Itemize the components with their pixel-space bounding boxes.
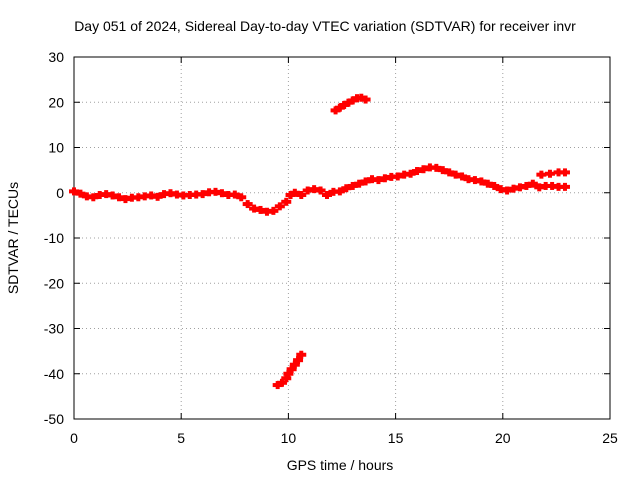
y-tick-label: -20: [44, 275, 64, 291]
data-point: [559, 182, 570, 191]
y-axis-label: SDTVAR / TECUs: [5, 182, 21, 294]
y-tick-label: 10: [48, 140, 64, 156]
data-point: [457, 172, 468, 181]
y-tick-label: 0: [56, 185, 64, 201]
y-tick-label: -30: [44, 321, 64, 337]
data-point: [229, 190, 240, 199]
data-point: [360, 95, 371, 104]
grid: [74, 57, 610, 419]
data-point: [405, 169, 416, 178]
y-tick-label: -40: [44, 366, 64, 382]
data-point: [88, 193, 99, 202]
data-point: [559, 168, 570, 177]
x-tick-label: 15: [388, 430, 404, 446]
y-tick-label: -10: [44, 230, 64, 246]
data-point: [341, 184, 352, 193]
data-point: [75, 189, 86, 198]
x-axis-label: GPS time / hours: [287, 457, 394, 473]
data-point: [431, 163, 442, 172]
data-point: [296, 191, 307, 200]
data-point: [334, 187, 345, 196]
data-series: [69, 93, 570, 390]
data-point: [347, 181, 358, 190]
data-point: [527, 179, 538, 188]
data-point: [437, 166, 448, 175]
y-tick-label: 30: [48, 49, 64, 65]
data-point: [444, 168, 455, 177]
data-point: [242, 200, 253, 209]
data-point: [482, 179, 493, 188]
data-point: [354, 179, 365, 188]
data-point: [289, 188, 300, 197]
data-point: [296, 350, 307, 359]
y-tick-label: -50: [44, 411, 64, 427]
data-point: [69, 187, 79, 196]
data-point: [281, 197, 292, 206]
axes: 0 5 10 15 20 25 -50 -40 -30 -20 -10 0 10 20 30: [44, 49, 618, 446]
x-tick-label: 25: [602, 430, 618, 446]
y-tick-label: 20: [48, 94, 64, 110]
data-point: [544, 169, 555, 178]
data-point: [536, 170, 547, 179]
data-point: [268, 206, 279, 215]
data-point: [274, 202, 285, 211]
x-tick-label: 5: [177, 430, 185, 446]
x-tick-label: 0: [70, 430, 78, 446]
data-point: [321, 191, 332, 200]
data-point: [360, 177, 371, 186]
data-point: [293, 356, 304, 365]
data-point: [152, 192, 163, 201]
data-point: [315, 186, 326, 195]
data-point: [476, 177, 487, 186]
x-tick-label: 20: [495, 430, 511, 446]
data-point: [521, 181, 532, 190]
data-point: [489, 181, 500, 190]
x-tick-label: 10: [281, 430, 297, 446]
data-point: [236, 193, 247, 202]
chart-title: Day 051 of 2024, Sidereal Day-to-day VTE…: [74, 18, 576, 34]
